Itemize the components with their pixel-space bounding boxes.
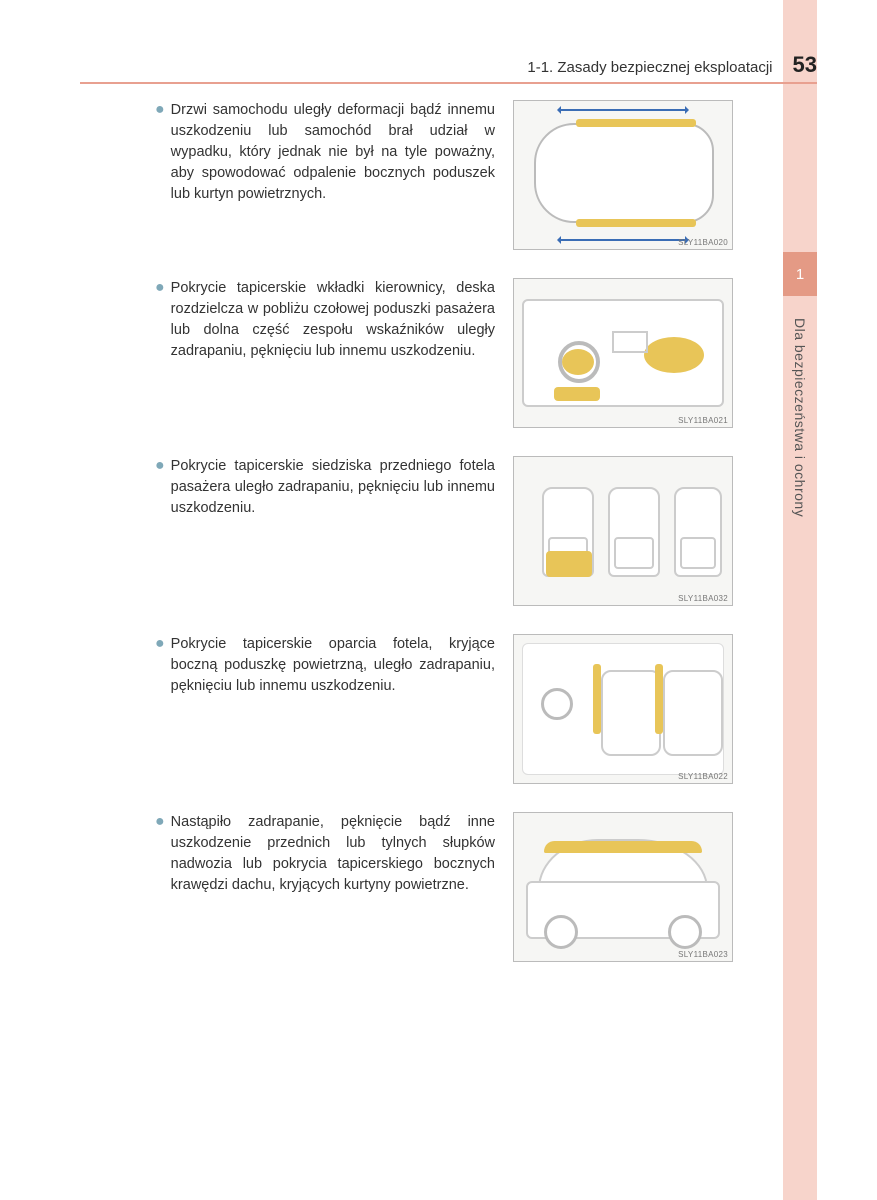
item-text-block: ● Drzwi samochodu uległy deformacji bądź… [155, 100, 495, 205]
list-item: ● Pokrycie tapicerskie siedziska przedni… [155, 456, 750, 606]
figure-car-top-view: SLY11BA020 [513, 100, 733, 250]
section-title: 1-1. Zasady bezpiecznej eksploatacji [527, 59, 772, 76]
list-item: ● Pokrycie tapicerskie wkładki kierownic… [155, 278, 750, 428]
chapter-title: Dla bezpieczeństwa i ochrony [783, 318, 817, 718]
bullet-icon: ● [155, 456, 165, 519]
bullet-icon: ● [155, 634, 165, 697]
header-rule [80, 82, 817, 84]
item-text: Pokrycie tapicerskie siedziska przednieg… [171, 456, 495, 519]
figure-curtain-airbag: SLY11BA023 [513, 812, 733, 962]
figure-label: SLY11BA032 [678, 594, 728, 603]
list-item: ● Drzwi samochodu uległy deformacji bądź… [155, 100, 750, 250]
item-text-block: ● Pokrycie tapicerskie wkładki kierownic… [155, 278, 495, 362]
list-item: ● Nastąpiło zadrapanie, pęknięcie bądź i… [155, 812, 750, 962]
item-text: Drzwi samochodu uległy deformacji bądź i… [171, 100, 495, 205]
figure-front-seats: SLY11BA032 [513, 456, 733, 606]
bullet-icon: ● [155, 812, 165, 896]
bullet-icon: ● [155, 278, 165, 362]
item-text: Nastąpiło zadrapanie, pęknięcie bądź inn… [171, 812, 495, 896]
figure-label: SLY11BA020 [678, 238, 728, 247]
item-text: Pokrycie tapicerskie oparcia fotela, kry… [171, 634, 495, 697]
item-text-block: ● Pokrycie tapicerskie siedziska przedni… [155, 456, 495, 519]
content-area: ● Drzwi samochodu uległy deformacji bądź… [155, 100, 750, 990]
list-item: ● Pokrycie tapicerskie oparcia fotela, k… [155, 634, 750, 784]
figure-label: SLY11BA023 [678, 950, 728, 959]
figure-label: SLY11BA021 [678, 416, 728, 425]
bullet-icon: ● [155, 100, 165, 205]
item-text-block: ● Nastąpiło zadrapanie, pęknięcie bądź i… [155, 812, 495, 896]
figure-label: SLY11BA022 [678, 772, 728, 781]
figure-dashboard: SLY11BA021 [513, 278, 733, 428]
item-text: Pokrycie tapicerskie wkładki kierownicy,… [171, 278, 495, 362]
page-number: 53 [793, 52, 817, 78]
chapter-number: 1 [796, 266, 804, 283]
figure-interior-side-airbag: SLY11BA022 [513, 634, 733, 784]
item-text-block: ● Pokrycie tapicerskie oparcia fotela, k… [155, 634, 495, 697]
page-header: 1-1. Zasady bezpiecznej eksploatacji 53 [80, 52, 817, 78]
chapter-tab: 1 [783, 252, 817, 296]
